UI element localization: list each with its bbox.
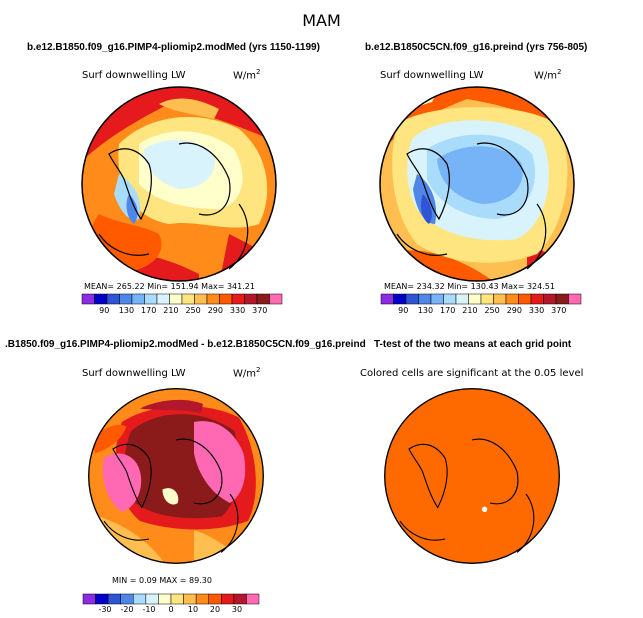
colorbar-box bbox=[206, 293, 220, 305]
colorbar-box bbox=[183, 593, 197, 605]
colorbar-box bbox=[170, 593, 184, 605]
colorbar-box bbox=[405, 293, 419, 305]
colorbar-box bbox=[505, 293, 519, 305]
colorbar-tick-label: 170 bbox=[141, 306, 157, 315]
colorbar-box bbox=[480, 293, 494, 305]
panel-2-variable: Surf downwelling LW bbox=[380, 70, 484, 81]
panel-4-significance-map bbox=[384, 388, 560, 564]
colorbar-box bbox=[443, 293, 457, 305]
panel-2-colorbar bbox=[380, 293, 582, 305]
colorbar-tick-label: 290 bbox=[506, 306, 522, 315]
panel-1-variable: Surf downwelling LW bbox=[82, 70, 186, 81]
colorbar-tick-label: -20 bbox=[120, 605, 134, 614]
colorbar-tick-label: 250 bbox=[185, 306, 201, 315]
panel-2-title: b.e12.B1850C5CN.f09_g16.preind (yrs 756-… bbox=[365, 42, 588, 53]
colorbar-box bbox=[133, 593, 147, 605]
colorbar-box bbox=[568, 293, 582, 305]
panel-2-stats: MEAN= 234.32 Min= 130.43 Max= 324.51 bbox=[384, 282, 555, 291]
colorbar-tick-label: 210 bbox=[462, 306, 478, 315]
colorbar-tick-label: 250 bbox=[484, 306, 500, 315]
colorbar-tick-label: 130 bbox=[118, 306, 135, 315]
panel-4-subtitle: Colored cells are significant at the 0.0… bbox=[360, 368, 584, 379]
colorbar-tick-label: 30 bbox=[231, 605, 243, 614]
panel-1-units: W/m2 bbox=[233, 68, 261, 82]
colorbar-tick-label: 90 bbox=[99, 306, 110, 315]
colorbar-box bbox=[418, 293, 432, 305]
colorbar-box bbox=[219, 293, 233, 305]
colorbar-box bbox=[156, 293, 170, 305]
panel-1-title: b.e12.B1850.f09_g16.PIMP4-pliomip2.modMe… bbox=[27, 42, 320, 53]
colorbar-tick-label: 130 bbox=[417, 306, 434, 315]
colorbar-box bbox=[106, 293, 120, 305]
colorbar-box bbox=[82, 593, 96, 605]
panel-2-polar-map bbox=[379, 86, 575, 282]
colorbar-box bbox=[158, 593, 172, 605]
colorbar-tick-label: -10 bbox=[142, 605, 156, 614]
colorbar-box bbox=[246, 593, 260, 605]
panel-1-polar-map bbox=[81, 86, 277, 282]
colorbar-box bbox=[555, 293, 569, 305]
panel-3-units: W/m2 bbox=[233, 366, 261, 380]
colorbar-tick-label: 330 bbox=[528, 306, 545, 315]
colorbar-tick-label: 10 bbox=[187, 605, 199, 614]
colorbar-box bbox=[233, 593, 247, 605]
panel-1-colorbar-labels: 90 130 170 210 250 290 330 370 bbox=[82, 306, 282, 316]
panel-3-title: .B1850.f09_g16.PIMP4-pliomip2.modMed - b… bbox=[5, 339, 366, 350]
panel-3-colorbar bbox=[82, 593, 260, 605]
colorbar-box bbox=[543, 293, 557, 305]
colorbar-tick-label: -30 bbox=[98, 605, 112, 614]
colorbar-box bbox=[169, 293, 183, 305]
colorbar-tick-label: 20 bbox=[209, 605, 221, 614]
colorbar-box bbox=[195, 593, 209, 605]
colorbar-box bbox=[393, 293, 407, 305]
colorbar-box bbox=[269, 293, 283, 305]
colorbar-box bbox=[256, 293, 270, 305]
colorbar-tick-label: 370 bbox=[551, 306, 567, 315]
panel-3-polar-map bbox=[88, 388, 264, 564]
colorbar-box bbox=[81, 293, 95, 305]
colorbar-box bbox=[95, 593, 109, 605]
colorbar-box bbox=[518, 293, 532, 305]
colorbar-tick-label: 330 bbox=[229, 306, 246, 315]
colorbar-box bbox=[468, 293, 482, 305]
colorbar-box bbox=[208, 593, 222, 605]
colorbar-box bbox=[493, 293, 507, 305]
colorbar-tick-label: 370 bbox=[252, 306, 268, 315]
panel-1-stats: MEAN= 265.22 Min= 151.94 Max= 341.21 bbox=[84, 282, 255, 291]
panel-2-units: W/m2 bbox=[534, 68, 562, 82]
panel-3-stats: MIN = 0.09 MAX = 89.30 bbox=[112, 576, 212, 585]
colorbar-box bbox=[181, 293, 195, 305]
colorbar-box bbox=[194, 293, 208, 305]
colorbar-tick-label: 170 bbox=[440, 306, 456, 315]
colorbar-tick-label: 210 bbox=[163, 306, 179, 315]
colorbar-box bbox=[530, 293, 544, 305]
figure-title: MAM bbox=[302, 11, 341, 30]
colorbar-box bbox=[231, 293, 245, 305]
colorbar-box bbox=[119, 293, 133, 305]
panel-4-title: T-test of the two means at each grid poi… bbox=[374, 339, 572, 350]
colorbar-tick-label: 290 bbox=[207, 306, 223, 315]
colorbar-box bbox=[244, 293, 258, 305]
colorbar-box bbox=[455, 293, 469, 305]
panel-3-colorbar-labels: -30 -20 -10 0 10 20 30 bbox=[83, 605, 259, 615]
colorbar-tick-label: 90 bbox=[398, 306, 409, 315]
colorbar-box bbox=[107, 593, 121, 605]
colorbar-box bbox=[120, 593, 134, 605]
colorbar-box bbox=[131, 293, 145, 305]
colorbar-box bbox=[430, 293, 444, 305]
panel-2-colorbar-labels: 90 130 170 210 250 290 330 370 bbox=[381, 306, 581, 316]
colorbar-box bbox=[144, 293, 158, 305]
panel-3-variable: Surf downwelling LW bbox=[82, 368, 186, 379]
colorbar-box bbox=[94, 293, 108, 305]
colorbar-tick-label: 0 bbox=[168, 605, 174, 614]
colorbar-box bbox=[145, 593, 159, 605]
colorbar-box bbox=[221, 593, 235, 605]
panel-1-colorbar bbox=[81, 293, 283, 305]
colorbar-box bbox=[380, 293, 394, 305]
